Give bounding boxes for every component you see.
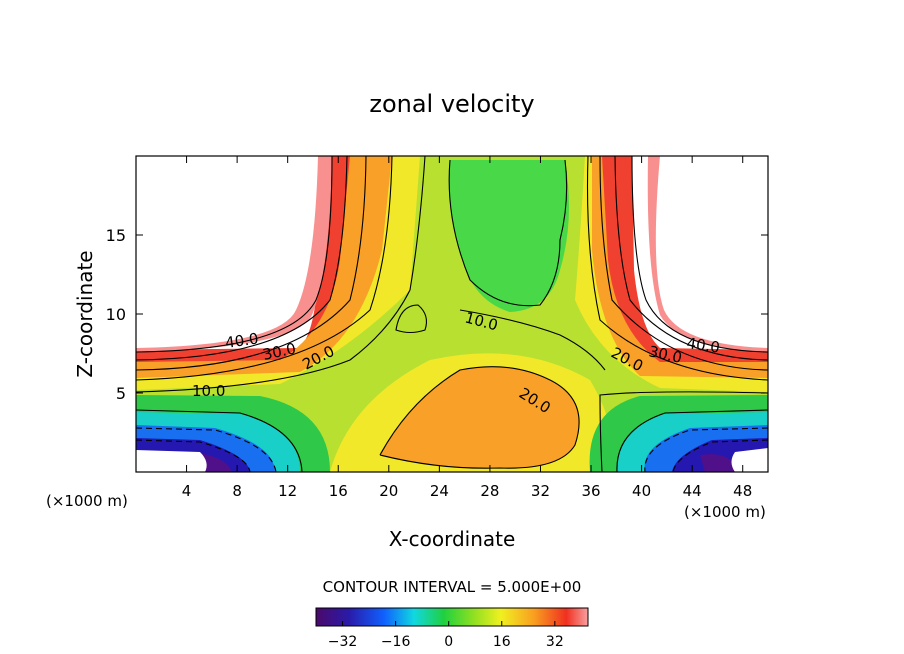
x-tick-label: 20 [379,482,398,500]
x-axis-label: X-coordinate [389,527,516,551]
field-left-white [136,450,207,472]
field-right-white [731,448,768,472]
contour-line [459,309,606,371]
contour-label: 10.0 [192,382,225,400]
x-tick-label: 40 [632,482,651,500]
x-unit-right: (×1000 m) [684,503,766,521]
contour-interval-label: CONTOUR INTERVAL = 5.000E+00 [323,578,582,596]
field-topleft-white [136,156,318,348]
contour-line [379,366,580,469]
contour-line [136,156,426,393]
colorbar-tick-label: 16 [493,634,511,650]
contour-lines [136,156,768,472]
x-tick-label: 32 [531,482,550,500]
contour-line [599,391,768,472]
contour-label: 40.0 [224,329,260,351]
contour-line [614,156,768,361]
plot-field: 40.0 30.0 20.0 10.0 10.0 20.0 20.0 30.0 … [136,156,768,472]
contour-line [395,304,427,334]
contour-line [599,156,768,371]
x-tick-label: 8 [232,482,242,500]
colorbar-tick-label: −16 [381,634,411,650]
colorbar-tick-label: −32 [328,634,358,650]
contour-line [616,409,768,472]
field-yellowgreen [136,156,768,472]
field-right-purple [700,454,740,472]
x-tick-label: 28 [480,482,499,500]
y-tick-label: 10 [106,305,126,324]
field-green-core [448,160,569,312]
contour-line [136,427,277,472]
x-tick-label: 4 [182,482,192,500]
contour-line [136,156,393,381]
x-tick-label: 24 [430,482,449,500]
y-tick-label: 5 [116,384,126,403]
contour-line [136,156,348,361]
contour-line [631,156,768,353]
contour-line [586,156,768,381]
contour-line [136,156,367,371]
colorbar [315,607,589,627]
y-axis-ticks: 5 10 15 [106,226,768,403]
y-axis-label: Z-coordinate [73,250,97,377]
contour-line [672,439,768,472]
x-tick-label: 16 [329,482,348,500]
y-tick-label: 15 [106,226,126,245]
contour-label: 40.0 [685,334,721,356]
contour-line [448,159,568,307]
colorbar-tick-label: 32 [546,634,564,650]
colorbar-ticks: −32 −16 0 16 32 [328,621,564,650]
contour-line [136,156,333,353]
chart-title: zonal velocity [369,90,534,118]
field-topright-white [655,156,768,348]
x-tick-label: 44 [683,482,702,500]
x-tick-label: 48 [733,482,752,500]
contour-line [136,409,303,472]
x-tick-label: 36 [581,482,600,500]
x-unit-left: (×1000 m) [46,492,128,510]
x-tick-label: 12 [278,482,297,500]
contour-line [136,439,251,472]
x-axis-ticks: 4 8 12 16 20 24 28 32 36 40 44 48 [182,156,752,500]
contour-line [644,427,768,472]
colorbar-tick-label: 0 [444,634,453,650]
